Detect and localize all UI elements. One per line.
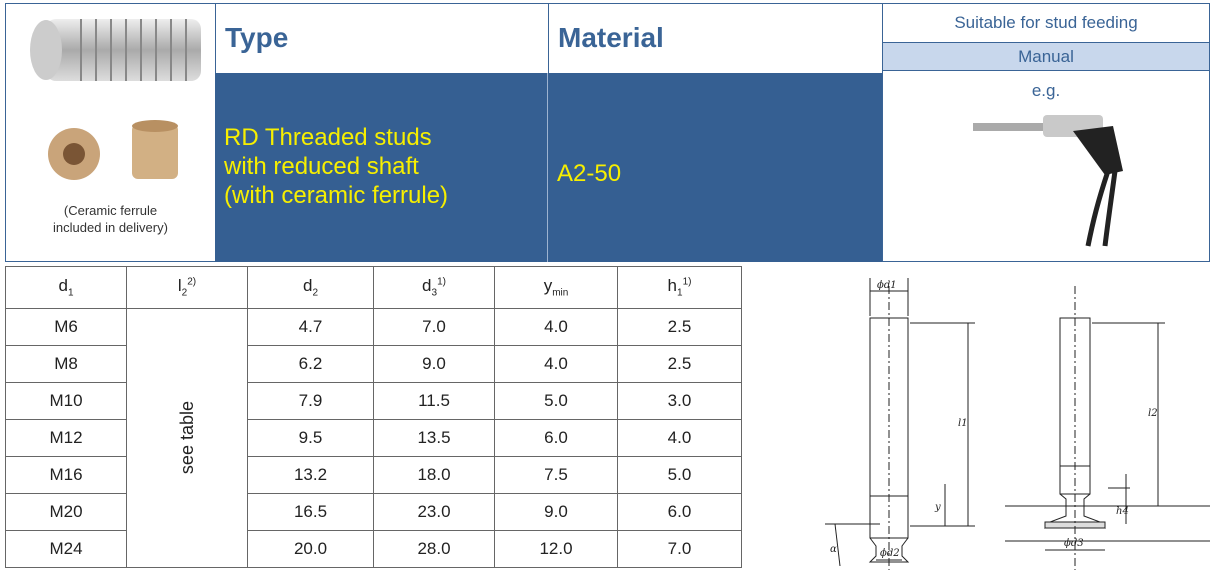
table-cell: 4.0	[494, 345, 618, 383]
header-sup: 1)	[682, 276, 692, 288]
table-cell: M16	[5, 456, 127, 494]
table-cell: 12.0	[494, 530, 618, 568]
l2-cell: see table	[126, 308, 248, 568]
table-cell: 2.5	[617, 345, 742, 383]
table-cell: 16.5	[247, 493, 374, 531]
table-row: M10 7.9 11.5 5.0 3.0	[5, 382, 742, 420]
header-main: y	[543, 276, 553, 296]
header-sub: 1	[677, 287, 683, 299]
feeding-value: Manual	[882, 42, 1210, 71]
example-label: e.g.	[1031, 81, 1061, 100]
table-cell: 7.0	[373, 308, 495, 346]
type-line: (with ceramic ferrule)	[224, 182, 449, 209]
gun-image	[973, 115, 1123, 247]
divider	[547, 73, 548, 262]
column-header: l22)	[126, 266, 248, 309]
table-cell: 28.0	[373, 530, 495, 568]
header-sub: 3	[431, 287, 438, 299]
type-line: RD Threaded studs	[224, 124, 432, 151]
spec-table: d1 l22) d2 d31) ymin h11) M6 see table 4.7 7.0 4.…	[5, 266, 742, 568]
table-cell: 13.2	[247, 456, 374, 494]
header-main: d	[302, 276, 313, 296]
table-row: M8 6.2 9.0 4.0 2.5	[5, 345, 742, 383]
header-sub: 2	[312, 287, 319, 299]
diagram-label: l1	[958, 418, 968, 429]
column-header: d2	[247, 266, 374, 309]
column-header: ymin	[494, 266, 618, 309]
type-header: Type	[215, 3, 549, 74]
table-cell: M24	[5, 530, 127, 568]
table-row: M16 13.2 18.0 7.5 5.0	[5, 456, 742, 494]
table-body: M6 see table 4.7 7.0 4.0 2.5 M8 6.2 9.0 4.0 2.5 M10…	[5, 308, 742, 568]
header-row: d1 l22) d2 d31) ymin h11)	[5, 266, 742, 309]
table-cell: 7.9	[247, 382, 374, 420]
diagram-label: y	[934, 502, 941, 513]
table-cell: 18.0	[373, 456, 495, 494]
table-cell: M6	[5, 308, 127, 346]
diagram-label: α	[830, 544, 837, 555]
caption-line: (Ceramic ferrule	[63, 203, 158, 218]
header-sup: 2)	[187, 276, 197, 288]
table-cell: 9.0	[494, 493, 618, 531]
table-cell: M8	[5, 345, 127, 383]
material-value: A2-50	[557, 160, 622, 187]
table-cell: 9.0	[373, 345, 495, 383]
table-cell: 5.0	[494, 382, 618, 420]
table-cell: 4.7	[247, 308, 374, 346]
feeding-label: Suitable for stud feeding	[882, 3, 1210, 43]
header-sub: min	[552, 287, 569, 299]
material-header: Material	[548, 3, 883, 74]
column-header: d1	[5, 266, 127, 309]
diagram-label: l2	[1148, 408, 1158, 419]
header-main: l	[177, 276, 182, 296]
table-row: M24 20.0 28.0 12.0 7.0	[5, 530, 742, 568]
header-sup: 1)	[437, 276, 446, 288]
diagram-label: ϕd2	[880, 548, 900, 559]
header-main: h	[667, 276, 677, 296]
table-cell: 6.2	[247, 345, 374, 383]
table-row: M20 16.5 23.0 9.0 6.0	[5, 493, 742, 531]
table-cell: 6.0	[617, 493, 742, 531]
table-cell: 4.0	[617, 419, 742, 457]
table-row: M6 see table 4.7 7.0 4.0 2.5	[5, 308, 742, 568]
table-cell: 13.5	[373, 419, 495, 457]
header-main: d	[58, 276, 68, 296]
type-line: with reduced shaft	[224, 153, 419, 180]
table-cell: M12	[5, 419, 127, 457]
type-value: RD Threaded studs with reduced shaft (wi…	[224, 123, 448, 210]
table-cell: 5.0	[617, 456, 742, 494]
stud-image	[30, 19, 201, 180]
l2-note: see table	[176, 401, 197, 475]
table-cell: 11.5	[373, 382, 495, 420]
header-sub: 2	[181, 287, 188, 299]
caption-line: included in delivery)	[53, 220, 168, 235]
table-cell: 6.0	[494, 419, 618, 457]
stud-diagram: ϕd1 l1 y α ϕd2 l2 h4 ϕd3	[825, 278, 1210, 570]
table-cell: 20.0	[247, 530, 374, 568]
diagram-label: ϕd3	[1064, 538, 1084, 549]
table-cell: M20	[5, 493, 127, 531]
table-cell: M10	[5, 382, 127, 420]
column-header: d31)	[373, 266, 495, 309]
example-cell: e.g.	[882, 70, 1210, 262]
table-cell: 3.0	[617, 382, 742, 420]
table-cell: 9.5	[247, 419, 374, 457]
table-cell: 23.0	[373, 493, 495, 531]
header-main: d	[422, 276, 432, 296]
blue-body: RD Threaded studs with reduced shaft (wi…	[215, 73, 882, 262]
diagram-label: h4	[1116, 506, 1129, 517]
image-cell: (Ceramic ferrule included in delivery)	[5, 3, 216, 262]
header-sub: 1	[67, 287, 74, 299]
table-cell: 4.0	[494, 308, 618, 346]
table-row: M12 9.5 13.5 6.0 4.0	[5, 419, 742, 457]
table-cell: 2.5	[617, 308, 742, 346]
column-header: h11)	[617, 266, 742, 309]
table-cell: 7.0	[617, 530, 742, 568]
table-cell: 7.5	[494, 456, 618, 494]
diagram-label: ϕd1	[877, 280, 897, 291]
